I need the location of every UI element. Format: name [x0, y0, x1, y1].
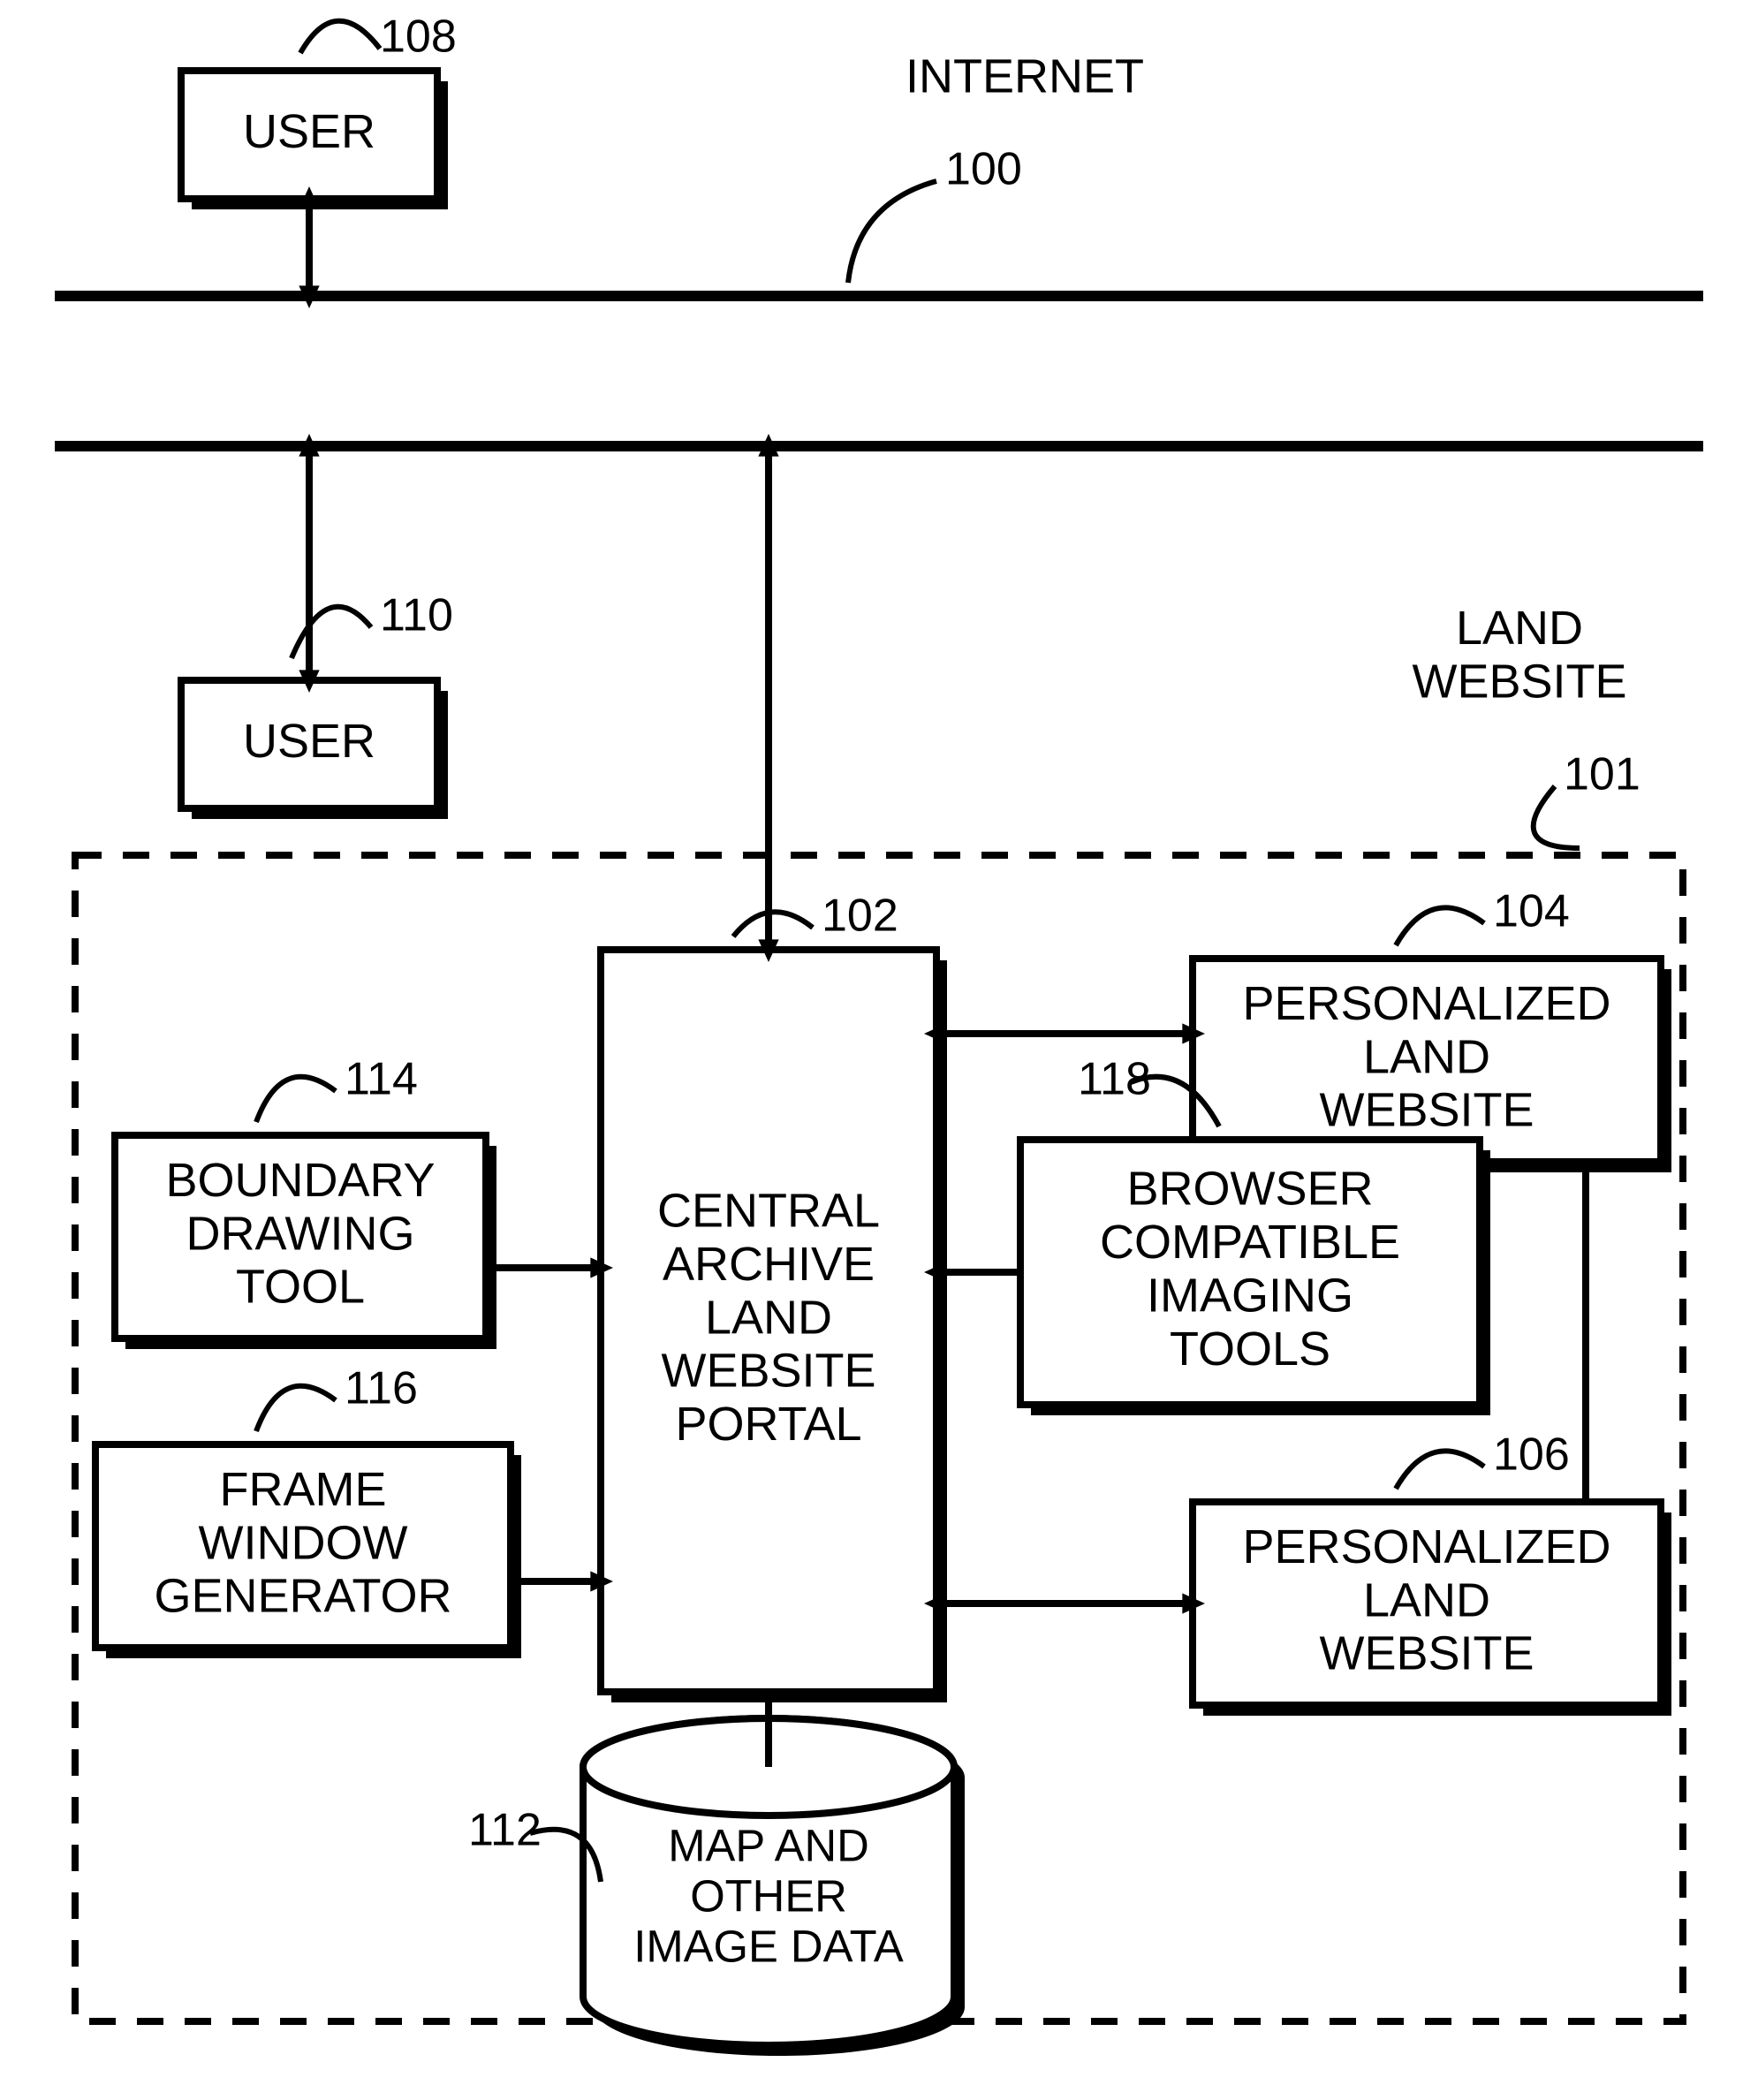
ref-102: 102 — [822, 891, 898, 942]
ref-106: 106 — [1493, 1429, 1570, 1481]
boundary-tool-line0: BOUNDARY — [165, 1154, 435, 1207]
internet-label: INTERNET — [906, 49, 1144, 102]
central-portal-line1: ARCHIVE — [663, 1238, 875, 1291]
personalized-106-line2: WEBSITE — [1319, 1627, 1534, 1680]
boundary-tool-line2: TOOL — [236, 1261, 365, 1314]
diagram-canvas: USER USER BOUNDARYDRAWINGTOOL FRAMEWINDOWGE… — [0, 0, 1758, 2100]
leader-114 — [256, 1077, 336, 1122]
personalized-104-line2: WEBSITE — [1319, 1084, 1534, 1137]
ref-110: 110 — [380, 590, 453, 641]
leader-110 — [292, 607, 371, 658]
personalized-104-line0: PERSONALIZED — [1242, 977, 1610, 1030]
db-line2: IMAGE DATA — [633, 1921, 904, 1971]
frame-generator-line0: FRAME — [220, 1463, 387, 1516]
leader-116 — [256, 1386, 336, 1431]
land-website-label-line1: WEBSITE — [1412, 656, 1626, 709]
user-108-label: USER — [243, 105, 375, 158]
browser-tools-line3: TOOLS — [1170, 1323, 1330, 1376]
browser-tools-line0: BROWSER — [1126, 1163, 1373, 1216]
leader-106 — [1396, 1451, 1484, 1489]
personalized-106-line1: LAND — [1363, 1573, 1490, 1626]
ref-100: 100 — [945, 144, 1022, 195]
browser-tools-line2: IMAGING — [1147, 1270, 1353, 1323]
ref-108: 108 — [380, 11, 457, 63]
frame-generator-line2: GENERATOR — [154, 1570, 451, 1623]
db-line0: MAP AND — [668, 1821, 869, 1871]
frame-generator-line1: WINDOW — [199, 1516, 408, 1569]
db-line1: OTHER — [690, 1870, 847, 1921]
personalized-104-line1: LAND — [1363, 1030, 1490, 1083]
central-portal-line2: LAND — [705, 1291, 832, 1344]
leader-102 — [733, 912, 813, 936]
leader-100 — [848, 181, 936, 283]
central-portal-line0: CENTRAL — [657, 1184, 880, 1237]
browser-tools-line1: COMPATIBLE — [1100, 1216, 1400, 1269]
leader-104 — [1396, 907, 1484, 945]
central-portal-line4: PORTAL — [675, 1398, 861, 1451]
ref-116: 116 — [345, 1363, 418, 1414]
leader-108 — [300, 21, 380, 53]
ref-114: 114 — [345, 1054, 418, 1105]
ref-112: 112 — [468, 1805, 542, 1856]
boundary-tool-line1: DRAWING — [186, 1207, 415, 1260]
ref-104: 104 — [1493, 886, 1570, 937]
personalized-106-line0: PERSONALIZED — [1242, 1520, 1610, 1573]
ref-101: 101 — [1564, 749, 1641, 800]
land-website-label-line0: LAND — [1456, 602, 1583, 655]
user-110-label: USER — [243, 715, 375, 768]
central-portal-line3: WEBSITE — [661, 1345, 875, 1398]
